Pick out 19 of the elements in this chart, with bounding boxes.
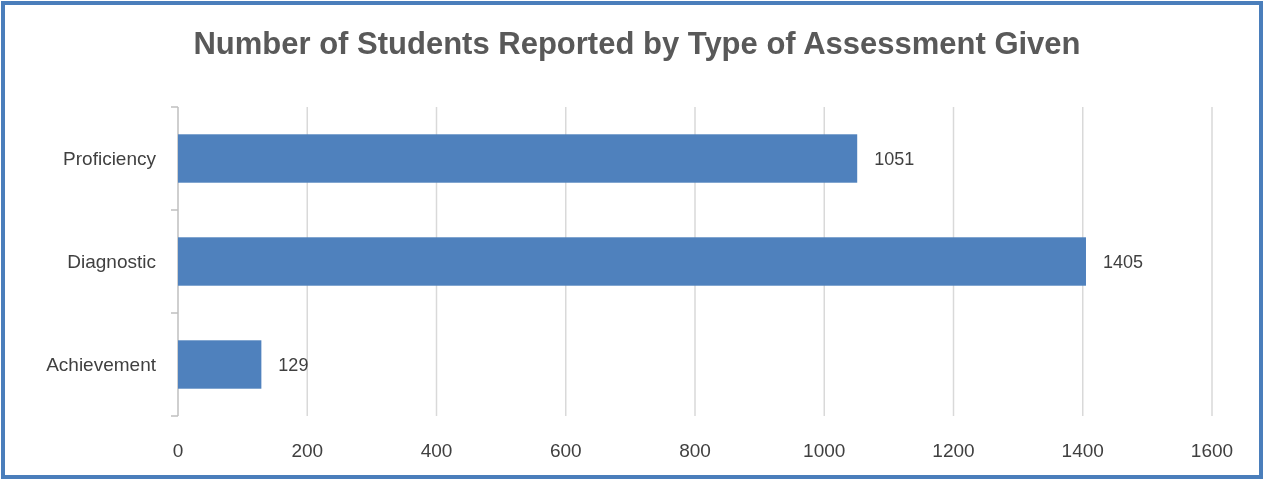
x-tick-label: 1000 xyxy=(803,439,846,461)
bar xyxy=(178,134,858,183)
x-tick-label: 0 xyxy=(172,439,184,461)
x-tick-label: 1600 xyxy=(1190,439,1234,461)
y-tick-label: Achievement xyxy=(46,354,157,375)
y-tick-label: Diagnostic xyxy=(67,251,156,272)
chart-title: Number of Students Reported by Type of Assessment Given xyxy=(193,26,1081,61)
x-tick-label: 1400 xyxy=(1061,439,1104,461)
x-tick-label: 400 xyxy=(420,439,453,461)
x-tick-label: 600 xyxy=(549,439,582,461)
x-tick-label: 800 xyxy=(679,439,711,461)
x-tick-label: 200 xyxy=(291,439,324,461)
bar xyxy=(178,340,262,389)
data-label: 129 xyxy=(278,354,309,375)
data-label: 1405 xyxy=(1102,251,1144,272)
bar xyxy=(178,237,1086,286)
x-tick-label: 1200 xyxy=(932,439,975,461)
y-tick-label: Proficiency xyxy=(63,148,157,169)
data-label: 1051 xyxy=(874,148,915,169)
